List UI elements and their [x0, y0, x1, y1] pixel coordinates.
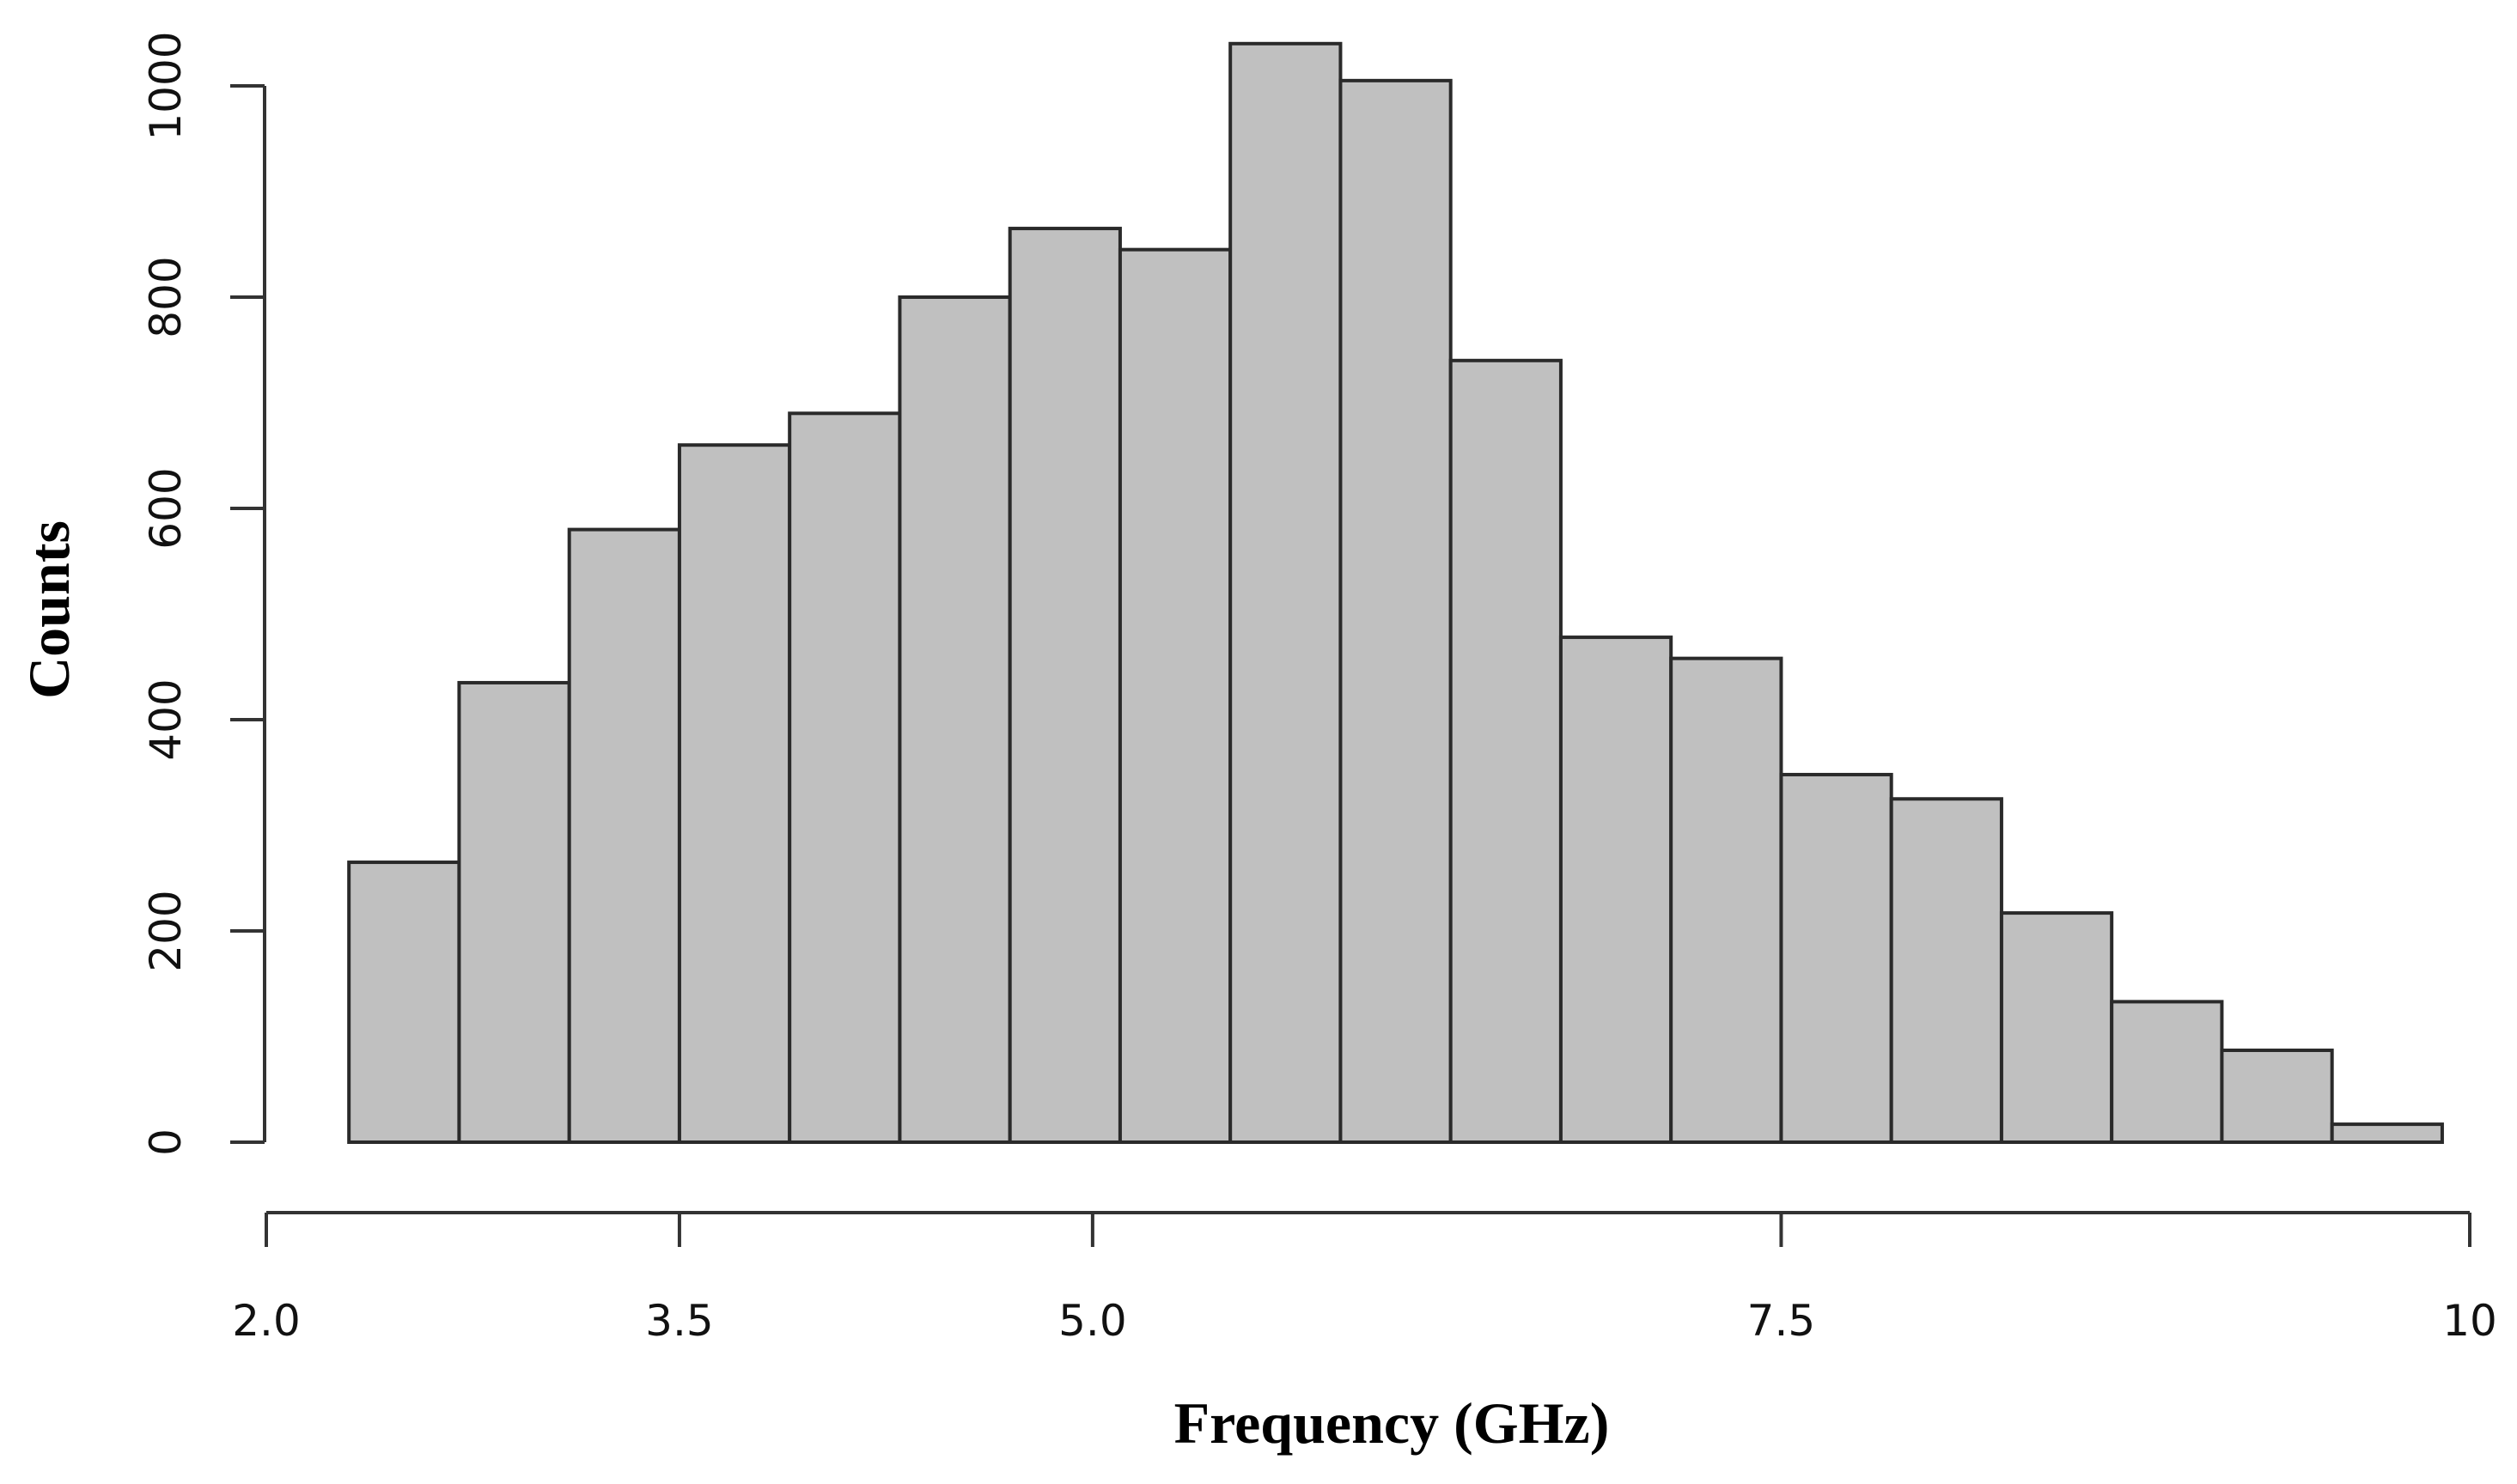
x-tick-label: 5.0: [1058, 1296, 1127, 1346]
y-tick-label: 1000: [141, 31, 191, 140]
y-tick-label: 200: [141, 890, 191, 971]
histogram-bar-11: [1448, 358, 1563, 1144]
histogram-bar-4: [677, 443, 792, 1144]
y-axis: 0 200 400 600 800 1000: [141, 31, 266, 1156]
histogram-bar-10: [1338, 78, 1453, 1145]
x-tick-label: 3.5: [645, 1296, 714, 1346]
x-tick-label: 7.5: [1747, 1296, 1816, 1346]
histogram-bar-3: [567, 527, 681, 1144]
histogram-bar-16: [1999, 911, 2114, 1144]
histogram-bar-17: [2110, 1000, 2224, 1145]
histogram-bar-13: [1669, 656, 1783, 1144]
y-tick-label: 800: [141, 256, 191, 338]
x-tick-label: 10: [2442, 1296, 2497, 1346]
histogram-bar-7: [1008, 227, 1122, 1144]
histogram-bar-5: [788, 411, 902, 1144]
y-axis-title: Counts: [16, 520, 82, 699]
histogram-bar-18: [2220, 1048, 2334, 1144]
x-tick-label: 2.0: [232, 1296, 301, 1346]
y-tick-label: 400: [141, 678, 191, 760]
x-axis: 2.0 3.5 5.0 7.5 10: [232, 1211, 2497, 1346]
y-tick-label: 0: [141, 1128, 191, 1156]
histogram-bar-6: [898, 295, 1012, 1144]
histogram-bar-9: [1228, 41, 1343, 1144]
histogram-bars: [347, 41, 2444, 1145]
y-axis-ticks: 0 200 400 600 800 1000: [141, 31, 265, 1156]
x-axis-title: Frequency (GHz): [1174, 1390, 1610, 1456]
x-axis-ticks: 2.0 3.5 5.0 7.5 10: [232, 1213, 2497, 1346]
histogram-bar-12: [1558, 636, 1673, 1144]
histogram-bar-8: [1118, 247, 1233, 1144]
histogram-bar-2: [457, 680, 571, 1144]
histogram-bar-19: [2330, 1122, 2444, 1144]
y-tick-label: 600: [141, 467, 191, 549]
histogram-bar-14: [1779, 772, 1893, 1145]
histogram-bar-15: [1889, 797, 2003, 1144]
histogram-bar-1: [347, 861, 461, 1144]
